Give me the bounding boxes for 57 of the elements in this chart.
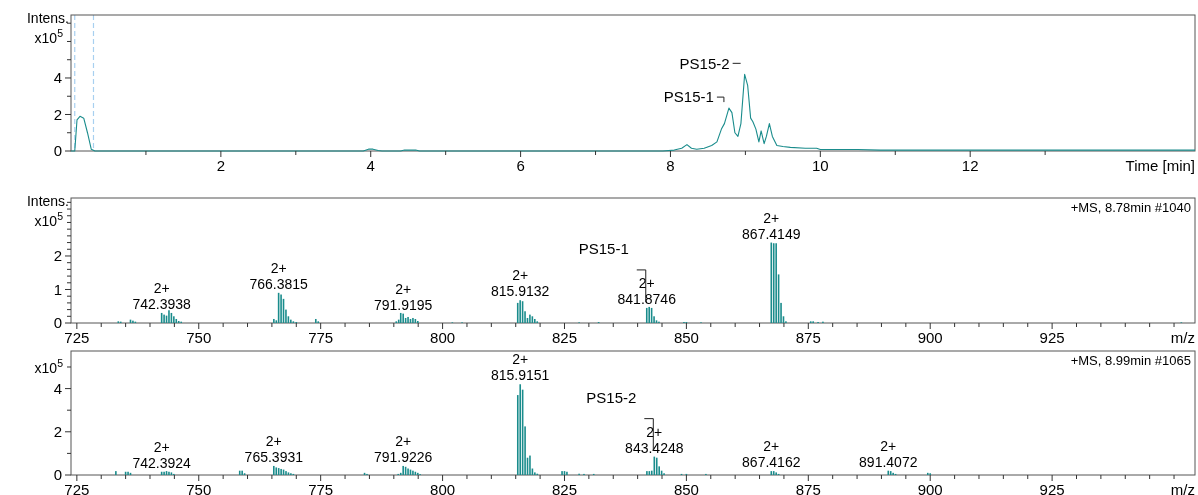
annotation: 2+ 867.4162 xyxy=(742,438,801,471)
x-tick-label: 725 xyxy=(64,481,90,495)
x-tick-label: 750 xyxy=(186,481,212,495)
x-tick-label: 800 xyxy=(430,329,456,346)
x-tick-label: 12 xyxy=(961,157,979,174)
x-tick-label: 925 xyxy=(1039,329,1065,346)
y-tick-label: 0 xyxy=(53,314,62,332)
x-tick-label: 850 xyxy=(673,481,699,495)
x-tick-label: 850 xyxy=(673,329,699,346)
line-series xyxy=(71,73,1195,152)
annotation: 2+ 891.4072 xyxy=(859,437,918,470)
x-tick-label: 8 xyxy=(666,157,675,174)
y-tick-label: 1 xyxy=(53,280,62,298)
y-tick-label: 4 xyxy=(53,379,62,397)
x-tick-label: 875 xyxy=(795,329,821,346)
x-tick-label: 2 xyxy=(216,157,226,174)
y-tick-label: 0 xyxy=(53,466,62,484)
annotation: PS15-1 xyxy=(663,88,714,106)
x-axis-title: m/z xyxy=(1170,481,1195,495)
y-tick-label: 2 xyxy=(53,105,62,123)
x-tick-label: 825 xyxy=(551,481,577,495)
annotation: +MS, 8.78min #1040 xyxy=(1070,200,1191,215)
y-tick-label: 4 xyxy=(53,69,62,87)
x-tick-label: 875 xyxy=(795,481,821,495)
y-tick-label: 2 xyxy=(53,247,62,265)
annotation: 2+ 867.4149 xyxy=(742,209,801,242)
annotation: 2+ 815.9151 xyxy=(491,351,550,384)
x-axis-title: m/z xyxy=(1170,329,1195,346)
annotation: 2+ 791.9195 xyxy=(373,280,433,313)
y-axis-title: Intens. x10$^{5}$ xyxy=(26,193,69,229)
y-axis-title: Intens. x10$^{5}$ xyxy=(26,10,69,46)
x-tick-label: 900 xyxy=(917,481,943,495)
x-tick-label: 10 xyxy=(811,157,829,174)
annotation: +MS, 8.99min #1065 xyxy=(1070,353,1191,368)
annotation: 2+ 765.3931 xyxy=(244,432,304,465)
annotation: PS15-2 xyxy=(586,388,637,406)
annotation: 2+ 815.9132 xyxy=(490,267,550,300)
x-tick-label: 6 xyxy=(516,157,525,174)
x-tick-label: 800 xyxy=(430,481,456,495)
x-tick-label: 775 xyxy=(308,329,334,346)
annotation: PS15-1 xyxy=(578,239,629,257)
x-tick-label: 750 xyxy=(186,329,212,346)
annotation: 2+ 742.3938 xyxy=(132,279,192,312)
x-tick-label: 775 xyxy=(308,481,334,495)
x-tick-label: 825 xyxy=(551,329,577,346)
x-tick-label: 725 xyxy=(64,329,90,346)
x-axis-title: Time [min] xyxy=(1125,157,1195,174)
x-tick-label: 4 xyxy=(366,157,375,174)
y-tick-label: 0 xyxy=(53,142,62,160)
annotation: 2+ 766.3815 xyxy=(249,259,309,292)
annotation: 2+ 791.9226 xyxy=(373,432,433,465)
y-tick-label: 2 xyxy=(53,423,62,441)
annotation: PS15-2 xyxy=(679,54,730,72)
y-axis-title: x10$^{5}$ xyxy=(34,357,64,376)
annotation: 2+ 742.3924 xyxy=(132,438,192,471)
x-tick-label: 900 xyxy=(917,329,943,346)
x-tick-label: 925 xyxy=(1039,481,1065,495)
